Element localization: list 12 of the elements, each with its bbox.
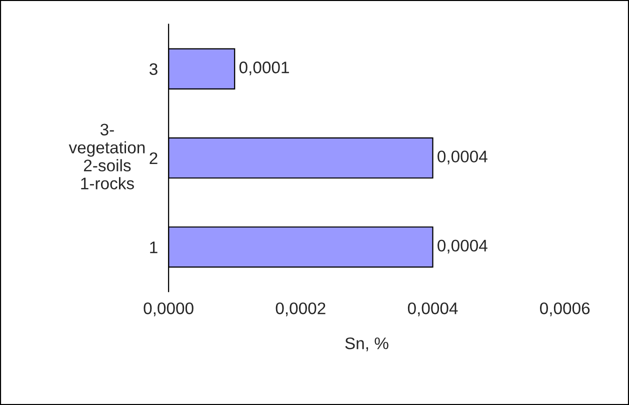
data-label: 0,0004 bbox=[438, 150, 488, 164]
data-label: 0,0004 bbox=[438, 240, 488, 254]
y-tick-label: 3 bbox=[150, 63, 158, 76]
y-tick-label: 1 bbox=[150, 242, 158, 254]
x-tick-label: 0,0000 bbox=[144, 302, 194, 316]
x-tick-label: 0,0002 bbox=[276, 302, 326, 316]
x-tick-label: 0,0004 bbox=[408, 302, 458, 316]
x-tick-label: 0,0006 bbox=[540, 302, 590, 316]
x-axis-title: Sn, % bbox=[345, 337, 388, 352]
data-label: 0,0001 bbox=[239, 62, 289, 76]
y-axis-title: 3- vegetation 2-soils 1-rocks bbox=[68, 124, 145, 190]
y-tick-label: 2 bbox=[150, 152, 158, 164]
